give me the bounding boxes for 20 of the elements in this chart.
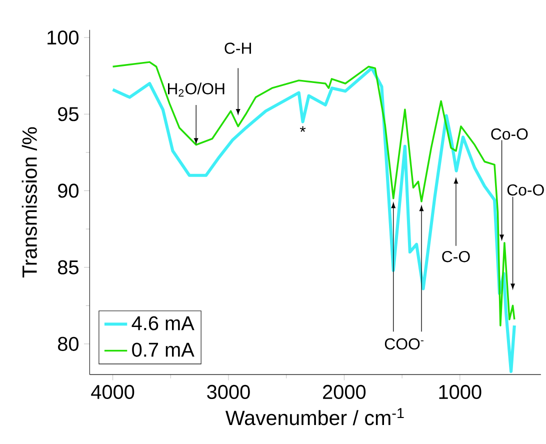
x-tick-label: 4000 — [91, 384, 134, 399]
annotation: COO$^{-}$ — [384, 338, 424, 350]
legend-label: 4.6 mA — [132, 316, 194, 330]
annotation: H$_{2}$O/OH — [168, 82, 224, 96]
y-tick-label: 80 — [58, 336, 78, 351]
x-tick-label: 2000 — [323, 384, 366, 399]
y-tick-label: 100 — [48, 30, 78, 44]
annotation: * — [300, 126, 306, 132]
y-axis-title: Transmission /% — [22, 127, 37, 278]
annotation: C-O — [442, 250, 470, 262]
x-tick-label: 3000 — [207, 384, 250, 399]
legend-label: 0.7 mA — [132, 342, 194, 357]
y-tick-label: 95 — [58, 106, 78, 122]
x-axis-title: Wavenumber / cm$^{-1}$ — [225, 408, 404, 426]
y-tick-label: 85 — [58, 260, 78, 274]
annotation: C-H — [224, 42, 251, 54]
x-tick-label: 1000 — [439, 384, 482, 399]
y-tick-label: 90 — [58, 184, 78, 198]
annotation: Co-O — [491, 128, 528, 140]
annotation: Co-O — [507, 184, 544, 196]
